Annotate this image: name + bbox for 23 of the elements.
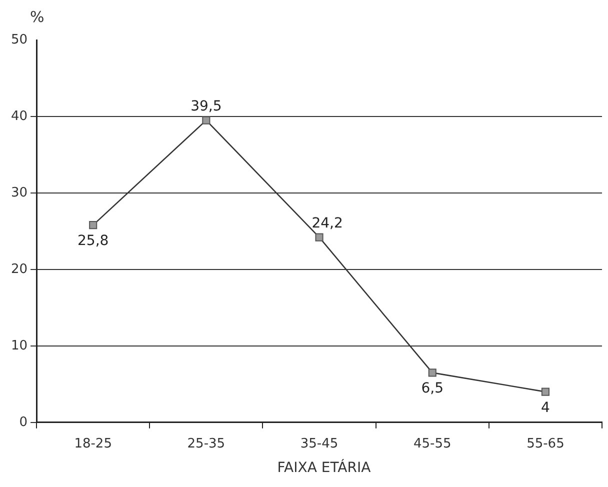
- point: [541, 388, 550, 396]
- data-label: 6,5: [421, 380, 444, 397]
- y-tick-label: 30: [10, 185, 28, 200]
- y-axis-title: %: [30, 8, 44, 26]
- data-label: 24,2: [312, 215, 343, 232]
- point: [428, 368, 436, 377]
- x-tick-label: 55-65: [526, 436, 564, 452]
- data-label: 39,5: [190, 98, 222, 114]
- x-tick-label: 35-45: [300, 436, 338, 452]
- point: [89, 221, 98, 230]
- y-tick-label: 0: [19, 414, 28, 430]
- x-axis-title: FAIXA ETÁRIA: [276, 460, 372, 476]
- point: [202, 116, 210, 124]
- y-tick-label: 20: [10, 262, 28, 277]
- x-tick-label: 18-25: [74, 436, 112, 452]
- data-label: 25,8: [78, 233, 109, 250]
- point: [315, 233, 324, 242]
- x-tick-label: 25-35: [187, 436, 226, 452]
- y-tick-label: 40: [10, 108, 28, 124]
- y-tick-label: 10: [10, 338, 28, 354]
- y-tick-label: 50: [10, 32, 28, 48]
- data-label: 4: [540, 400, 550, 416]
- x-tick-label: 45-55: [413, 436, 452, 452]
